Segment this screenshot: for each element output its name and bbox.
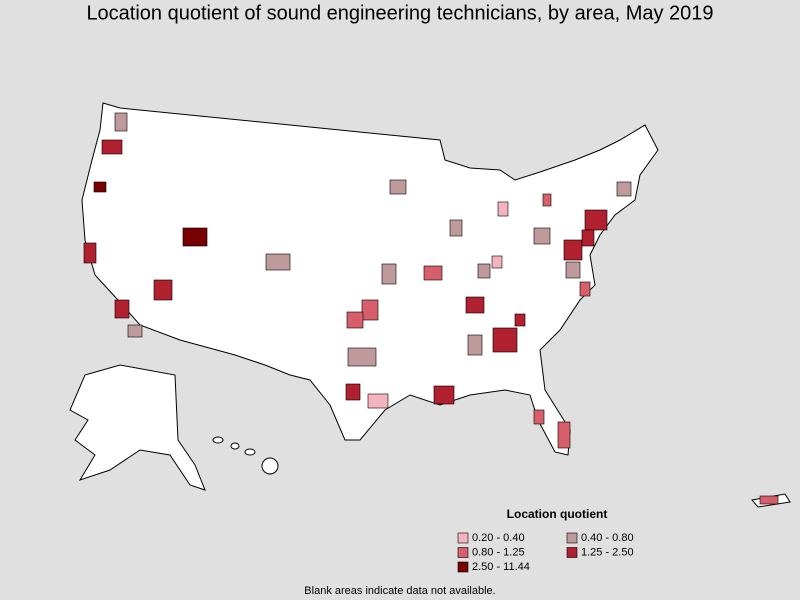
metro-area (581, 229, 595, 247)
metro-area (182, 227, 208, 247)
island (244, 448, 256, 456)
metro-area (514, 313, 526, 327)
metro-area (433, 385, 455, 405)
island (212, 436, 224, 444)
alaska (69, 364, 206, 491)
legend-label: 0.80 - 1.25 (472, 546, 525, 558)
legend-swatch (457, 561, 469, 573)
legend-label: 0.40 - 0.80 (581, 532, 634, 544)
metro-area (492, 327, 518, 353)
metro-area (497, 201, 509, 217)
metro-area (361, 299, 379, 321)
legend-swatch (457, 547, 469, 558)
metro-area (127, 324, 143, 338)
island (261, 457, 279, 475)
legend-label: 1.25 - 2.50 (581, 546, 634, 558)
legend-title: Location quotient (507, 507, 608, 521)
legend-label: 2.50 - 11.44 (472, 561, 530, 573)
us-mainland (81, 102, 659, 456)
metro-area (114, 299, 130, 319)
metro-area (83, 242, 97, 264)
metro-area (565, 261, 581, 279)
metro-area (367, 393, 389, 409)
note: Blank areas indicate data not available. (304, 585, 495, 597)
metro-area (347, 347, 377, 367)
metro-area (449, 219, 463, 237)
metro-area (542, 193, 552, 207)
metro-area (389, 179, 407, 195)
metro-area (759, 495, 779, 505)
map-title: Location quotient of sound engineering t… (86, 2, 713, 24)
metro-area (153, 279, 173, 301)
metro-area (533, 227, 551, 245)
legend-swatch (566, 532, 578, 544)
metro-area (579, 281, 591, 297)
metro-area (557, 421, 571, 449)
metro-area (563, 239, 583, 261)
metro-area (616, 181, 632, 197)
legend-label: 0.20 - 0.40 (472, 532, 525, 544)
metro-area (101, 139, 123, 155)
metro-area (465, 296, 485, 314)
metro-area (381, 263, 397, 285)
metro-area (467, 334, 483, 356)
metro-area (533, 409, 545, 425)
legend-swatch (457, 532, 469, 544)
metro-area (346, 311, 364, 329)
metro-areas (83, 112, 779, 505)
legend-swatch (566, 547, 578, 558)
metro-area (584, 209, 608, 231)
island (230, 442, 240, 450)
metro-area (345, 383, 361, 401)
metro-area (114, 112, 128, 132)
metro-area (477, 263, 491, 279)
metro-area (93, 181, 107, 193)
legend: Location quotient 0.20 - 0.40 0.40 - 0.80… (457, 507, 634, 573)
hawaii (212, 436, 279, 475)
metro-area (265, 253, 291, 271)
metro-area (491, 255, 503, 269)
metro-area (423, 265, 443, 281)
